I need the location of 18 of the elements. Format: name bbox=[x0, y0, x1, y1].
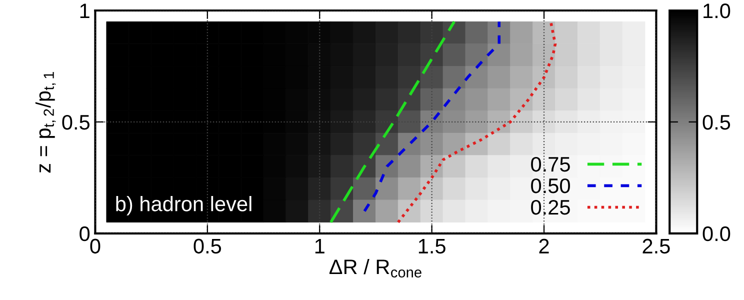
legend-label: 0.25 bbox=[531, 200, 570, 215]
x-axis-title: ΔR / R$_{cone}$ bbox=[329, 258, 422, 278]
x-tick-label: 0.5 bbox=[194, 238, 222, 254]
x-tick-label: 2 bbox=[539, 238, 549, 254]
y-tick-label: 0 bbox=[80, 226, 90, 242]
x-tick-label: 1.5 bbox=[418, 239, 446, 254]
color-bar-label: 0.5 bbox=[702, 114, 730, 130]
legend-label: 0.75 bbox=[531, 156, 570, 172]
color-bar-label: 0.0 bbox=[702, 226, 730, 242]
y-axis-title: z = p$_{t,2}$/p$_{t,1}$ bbox=[35, 72, 56, 173]
legend-label: 0.50 bbox=[531, 178, 570, 194]
annotation: b) hadron level bbox=[116, 196, 252, 216]
x-tick-label: 1 bbox=[315, 239, 324, 254]
y-tick-label: 0.5 bbox=[62, 114, 90, 130]
x-tick-label: 0 bbox=[90, 238, 100, 254]
x-tick-label: 2.5 bbox=[642, 238, 670, 254]
color-bar-label: 1.0 bbox=[704, 4, 730, 18]
y-tick-label: 1 bbox=[80, 4, 90, 18]
